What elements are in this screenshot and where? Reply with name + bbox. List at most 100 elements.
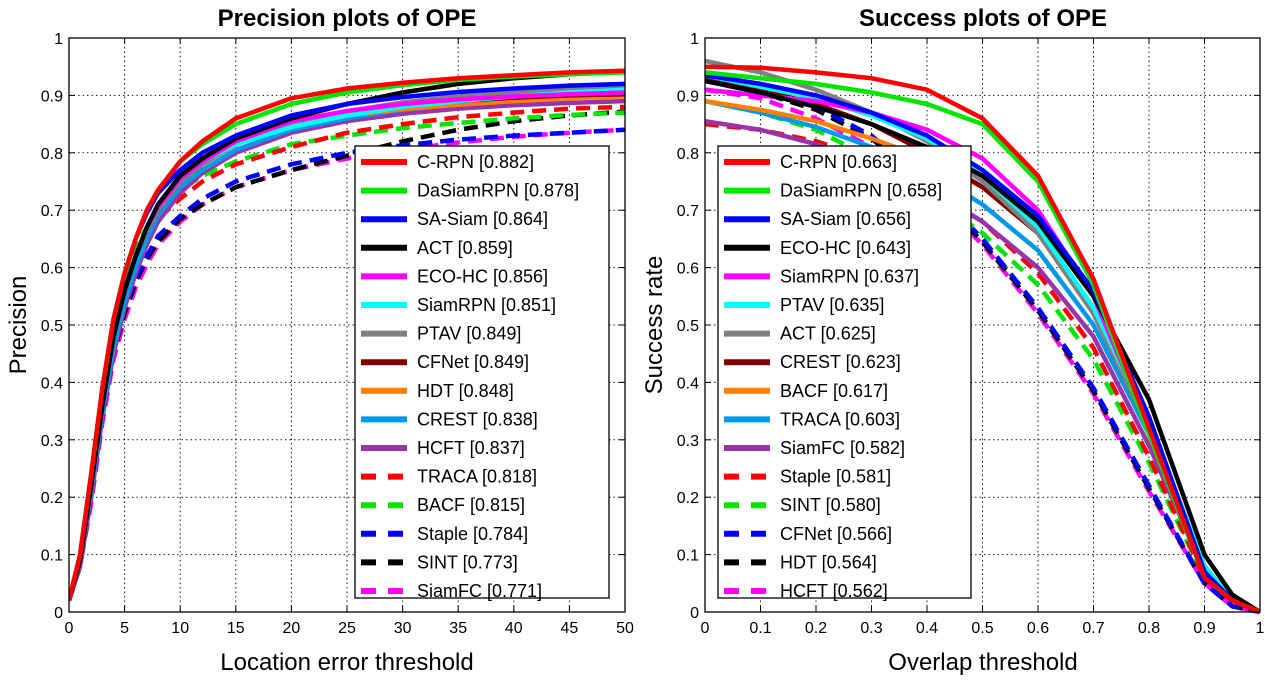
precision-legend-label: SA-Siam [0.864]: [417, 209, 548, 229]
success-legend-item: BACF [0.617]: [724, 381, 888, 401]
precision-ytick-label: 0.2: [41, 490, 63, 507]
success-legend-item: HDT [0.564]: [724, 552, 877, 572]
precision-legend-label: CREST [0.838]: [417, 409, 538, 429]
success-legend-label: HCFT [0.562]: [780, 581, 888, 601]
success-legend-label: Staple [0.581]: [780, 467, 891, 487]
precision-xtick-label: 35: [449, 620, 467, 637]
success-ytick-label: 0.7: [677, 203, 699, 220]
success-ytick-label: 0.4: [677, 375, 699, 392]
precision-legend-item: ACT [0.859]: [361, 238, 513, 258]
precision-xtick-label: 10: [171, 620, 189, 637]
precision-legend-label: Staple [0.784]: [417, 524, 528, 544]
success-legend-item: TRACA [0.603]: [724, 409, 900, 429]
success-legend-label: ACT [0.625]: [780, 324, 876, 344]
precision-legend-item: SA-Siam [0.864]: [361, 209, 548, 229]
success-legend-item: Staple [0.581]: [724, 467, 891, 487]
precision-legend-item: HCFT [0.837]: [361, 438, 525, 458]
success-legend: C-RPN [0.663] DaSiamRPN [0.658] SA-Siam [0…: [717, 145, 972, 601]
precision-legend-label: ECO-HC [0.856]: [417, 266, 548, 286]
precision-xtick-label: 5: [120, 620, 129, 637]
precision-legend-item: SINT [0.773]: [361, 552, 518, 572]
precision-legend-label: DaSiamRPN [0.878]: [417, 181, 579, 201]
success-xtick-label: 0: [701, 620, 710, 637]
precision-legend-label: SiamRPN [0.851]: [417, 295, 556, 315]
success-xtick-label: 0.9: [1193, 620, 1215, 637]
success-series-line-eco-hc: [705, 78, 1260, 614]
precision-legend-item: TRACA [0.818]: [361, 467, 537, 487]
success-legend-label: TRACA [0.603]: [780, 409, 900, 429]
success-chart-ylabel: Success rate: [641, 256, 668, 395]
success-ytick-label: 0.5: [677, 318, 699, 335]
success-xtick-label: 0.6: [1027, 620, 1049, 637]
precision-ytick-label: 0.8: [41, 146, 63, 163]
precision-legend-item: CREST [0.838]: [361, 409, 538, 429]
success-chart: Success plots of OPE Overlap threshold S…: [641, 5, 1265, 676]
success-legend-item: HCFT [0.562]: [724, 581, 888, 601]
success-legend-label: CFNet [0.566]: [780, 524, 892, 544]
precision-xtick-label: 30: [394, 620, 412, 637]
success-ytick-label: 0.8: [677, 146, 699, 163]
success-legend-label: CREST [0.623]: [780, 352, 901, 372]
success-legend-item: CFNet [0.566]: [724, 524, 892, 544]
success-legend-item: DaSiamRPN [0.658]: [724, 181, 942, 201]
precision-legend-item: SiamFC [0.771]: [361, 581, 542, 601]
precision-xtick-label: 45: [561, 620, 579, 637]
precision-legend-label: HDT [0.848]: [417, 381, 514, 401]
success-legend-item: SiamRPN [0.637]: [724, 266, 919, 286]
success-series-line-hcft: [705, 87, 1260, 614]
success-xtick-label: 0.5: [971, 620, 993, 637]
success-chart-xlabel: Overlap threshold: [888, 649, 1077, 676]
success-chart-plot: 0 0.1 0.2 0.3 0.4 0.5 0.6 0.7 0.8 0.9 1 0 0.1 0.2 0.3 0…: [677, 31, 1265, 637]
precision-legend-label: SiamFC [0.771]: [417, 581, 542, 601]
precision-legend-item: SiamRPN [0.851]: [361, 295, 556, 315]
precision-legend-item: BACF [0.815]: [361, 495, 525, 515]
precision-xtick-label: 25: [338, 620, 356, 637]
precision-legend-label: PTAV [0.849]: [417, 324, 521, 344]
success-ytick-label: 1: [690, 31, 699, 48]
success-legend-item: SiamFC [0.582]: [724, 438, 905, 458]
success-ytick-label: 0: [690, 605, 699, 622]
success-legend-item: CREST [0.623]: [724, 352, 901, 372]
success-ytick-label: 0.6: [677, 261, 699, 278]
success-legend-item: PTAV [0.635]: [724, 295, 884, 315]
success-xtick-label: 0.1: [749, 620, 771, 637]
precision-legend: C-RPN [0.882] DaSiamRPN [0.878] SA-Siam [0…: [354, 145, 610, 601]
success-legend-item: ACT [0.625]: [724, 324, 876, 344]
precision-ytick-label: 0.6: [41, 261, 63, 278]
precision-chart-title: Precision plots of OPE: [218, 5, 477, 32]
precision-legend-label: SINT [0.773]: [417, 552, 518, 572]
precision-legend-item: PTAV [0.849]: [361, 324, 521, 344]
precision-legend-label: ACT [0.859]: [417, 238, 513, 258]
precision-legend-item: ECO-HC [0.856]: [361, 266, 548, 286]
precision-xtick-label: 20: [283, 620, 301, 637]
precision-legend-label: TRACA [0.818]: [417, 467, 537, 487]
success-xtick-label: 0.4: [916, 620, 938, 637]
precision-legend-item: C-RPN [0.882]: [361, 152, 534, 172]
precision-xtick-label: 40: [505, 620, 523, 637]
success-ytick-label: 0.1: [677, 548, 699, 565]
precision-legend-label: BACF [0.815]: [417, 495, 525, 515]
precision-legend-item: Staple [0.784]: [361, 524, 528, 544]
success-legend-label: SiamFC [0.582]: [780, 438, 905, 458]
success-legend-label: BACF [0.617]: [780, 381, 888, 401]
success-ytick-label: 0.9: [677, 88, 699, 105]
success-xtick-label: 0.2: [805, 620, 827, 637]
success-legend-label: C-RPN [0.663]: [780, 152, 897, 172]
success-xtick-label: 0.3: [860, 620, 882, 637]
success-series-group: [705, 58, 1260, 614]
precision-xtick-label: 0: [65, 620, 74, 637]
success-ytick-label: 0.2: [677, 490, 699, 507]
precision-legend-label: C-RPN [0.882]: [417, 152, 534, 172]
precision-xtick-label: 15: [227, 620, 245, 637]
success-legend-item: C-RPN [0.663]: [724, 152, 897, 172]
success-legend-label: PTAV [0.635]: [780, 295, 884, 315]
precision-series-line-staple: [69, 127, 625, 602]
success-ytick-label: 0.3: [677, 433, 699, 450]
precision-chart-plot: 0 5 10 15 20 25 30 35 40 45 50 0 0.1 0.2 0.3 0.4 0.5 0.6 0…: [41, 31, 634, 637]
success-series-line-sa-siam: [705, 73, 1260, 614]
precision-legend-item: CFNet [0.849]: [361, 352, 529, 372]
precision-chart-xlabel: Location error threshold: [220, 649, 473, 676]
success-xtick-label: 0.8: [1138, 620, 1160, 637]
precision-chart-ylabel: Precision: [5, 276, 32, 375]
